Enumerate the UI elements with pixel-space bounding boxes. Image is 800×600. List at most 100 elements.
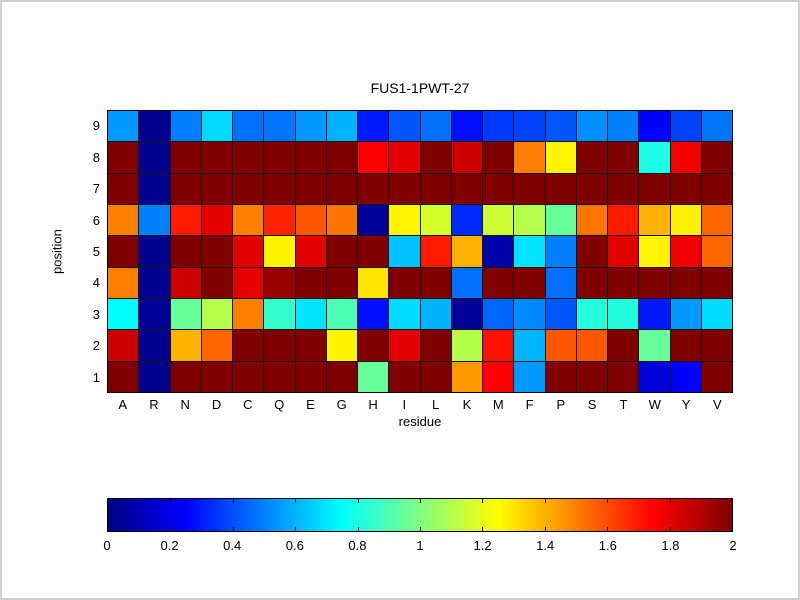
heatmap-cell-K-8: [451, 142, 482, 173]
heatmap-cell-F-1: [514, 361, 545, 392]
heatmap-cell-V-2: [701, 330, 732, 361]
heatmap-cell-K-7: [451, 173, 482, 204]
heatmap-cell-E-4: [295, 267, 326, 298]
heatmap-cell-V-9: [701, 111, 732, 142]
heatmap-cell-D-7: [201, 173, 232, 204]
heatmap-cell-Y-4: [670, 267, 701, 298]
colorbar-tick-label: 2: [729, 538, 737, 553]
x-tick-label: K: [462, 397, 472, 412]
heatmap-cell-L-4: [420, 267, 451, 298]
heatmap-cell-C-8: [233, 142, 264, 173]
colorbar-tick-label: 0.6: [285, 538, 304, 553]
heatmap-cell-H-6: [358, 205, 389, 236]
heatmap-cell-N-3: [170, 299, 201, 330]
heatmap-cell-G-5: [326, 236, 357, 267]
heatmap-cell-V-1: [701, 361, 732, 392]
heatmap-cell-M-9: [483, 111, 514, 142]
colorbar-tick-mark: [170, 499, 172, 503]
heatmap-cell-W-7: [639, 173, 670, 204]
heatmap-cell-H-3: [358, 299, 389, 330]
heatmap-cell-Y-6: [670, 205, 701, 236]
heatmap-cell-F-2: [514, 330, 545, 361]
heatmap-cell-Y-5: [670, 236, 701, 267]
heatmap-cell-R-3: [139, 299, 170, 330]
heatmap-cell-V-7: [701, 173, 732, 204]
heatmap-cell-Y-7: [670, 173, 701, 204]
heatmap-cell-P-3: [545, 299, 576, 330]
heatmap-cell-P-4: [545, 267, 576, 298]
heatmap-cell-A-5: [108, 236, 139, 267]
heatmap-cell-Q-5: [264, 236, 295, 267]
x-axis-label: residue: [398, 414, 442, 429]
heatmap-cell-K-3: [451, 299, 482, 330]
heatmap-cell-M-7: [483, 173, 514, 204]
heatmap-cell-V-8: [701, 142, 732, 173]
heatmap-cell-W-6: [639, 205, 670, 236]
heatmap-cell-F-4: [514, 267, 545, 298]
heatmap-cell-N-6: [170, 205, 201, 236]
heatmap-cell-R-8: [139, 142, 170, 173]
heatmap-cell-A-2: [108, 330, 139, 361]
heatmap-cell-K-5: [451, 236, 482, 267]
heatmap-cell-Q-6: [264, 205, 295, 236]
y-tick-label: 5: [92, 243, 100, 259]
x-tick-label: S: [587, 397, 597, 412]
x-tick-label: A: [118, 397, 127, 412]
colorbar-tick-label: 0: [103, 538, 111, 553]
colorbar-tick-mark: [295, 527, 297, 531]
heatmap-cell-T-2: [608, 330, 639, 361]
heatmap-cell-K-9: [451, 111, 482, 142]
x-tick-label: F: [525, 397, 534, 412]
heatmap-cell-H-2: [358, 330, 389, 361]
heatmap-cell-G-1: [326, 361, 357, 392]
heatmap-cell-T-4: [608, 267, 639, 298]
heatmap-cell-C-1: [233, 361, 264, 392]
heatmap-cell-H-7: [358, 173, 389, 204]
x-tick-label: D: [211, 397, 222, 412]
heatmap-cell-M-1: [483, 361, 514, 392]
heatmap-cell-R-9: [139, 111, 170, 142]
x-tick-label: Y: [681, 397, 691, 412]
heatmap-cell-E-9: [295, 111, 326, 142]
heatmap-cell-F-9: [514, 111, 545, 142]
heatmap-cell-N-5: [170, 236, 201, 267]
heatmap-cell-P-7: [545, 173, 576, 204]
heatmap-cell-M-4: [483, 267, 514, 298]
chart-title: FUS1-1PWT-27: [370, 80, 470, 96]
heatmap-cell-G-9: [326, 111, 357, 142]
heatmap-cell-Y-9: [670, 111, 701, 142]
y-tick-label: 1: [92, 369, 100, 385]
heatmap-cell-T-1: [608, 361, 639, 392]
colorbar-tick-mark: [295, 499, 297, 503]
heatmap-cell-S-7: [576, 173, 607, 204]
heatmap-cell-L-8: [420, 142, 451, 173]
heatmap-cell-D-5: [201, 236, 232, 267]
y-tick-label: 3: [92, 306, 100, 322]
heatmap-cell-P-5: [545, 236, 576, 267]
heatmap-cell-C-6: [233, 205, 264, 236]
heatmap-cell-V-6: [701, 205, 732, 236]
heatmap-cell-A-4: [108, 267, 139, 298]
x-tick-label: L: [432, 397, 440, 412]
colorbar-tick-mark: [357, 499, 359, 503]
heatmap-cell-D-9: [201, 111, 232, 142]
heatmap-cell-F-6: [514, 205, 545, 236]
colorbar-tick-mark: [482, 527, 484, 531]
heatmap-cell-I-3: [389, 299, 420, 330]
heatmap-cell-M-8: [483, 142, 514, 173]
x-tick-label: E: [306, 397, 315, 412]
heatmap-cell-D-3: [201, 299, 232, 330]
colorbar-tick-mark: [420, 527, 421, 531]
heatmap-cell-I-7: [389, 173, 420, 204]
colorbar-tick-mark: [357, 527, 359, 531]
colorbar-tick-mark: [607, 499, 609, 503]
heatmap-cell-S-9: [576, 111, 607, 142]
heatmap-cell-E-8: [295, 142, 326, 173]
heatmap-cell-H-1: [358, 361, 389, 392]
heatmap-cell-R-4: [139, 267, 170, 298]
heatmap-cell-T-9: [608, 111, 639, 142]
colorbar-tick-mark: [544, 527, 546, 531]
x-tick-label: P: [556, 397, 566, 412]
colorbar: [107, 498, 733, 532]
heatmap-cell-K-1: [451, 361, 482, 392]
